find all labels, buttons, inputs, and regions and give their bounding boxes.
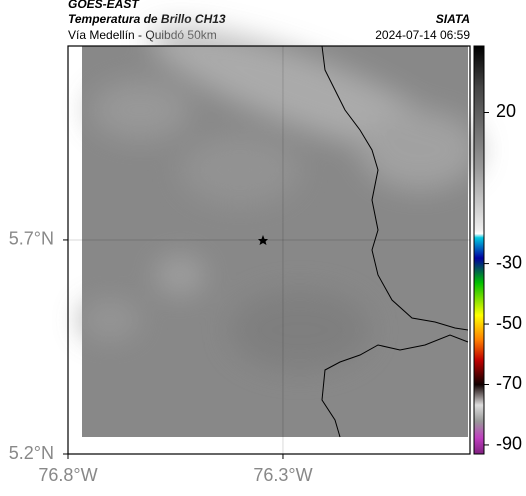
colorbar-tick-label: -30 [496,252,522,272]
colorbar-tick-label: -70 [496,373,522,393]
boundary [321,45,469,438]
colorbar-tick-label: 20 [496,101,516,121]
title: Temperatura de Brillo CH13 [68,12,226,26]
lon-tick-label: 76.8°W [38,465,97,485]
brand: SIATA [436,12,470,26]
lon-tick-label: 76.3°W [253,465,312,485]
colorbar-tick-label: -90 [496,434,522,454]
lat-tick-label: 5.7°N [9,229,54,249]
source: GOES-EAST [68,0,140,11]
map-frame [67,45,471,455]
location-marker [258,235,268,245]
timestamp: 2024-07-14 06:59 [375,28,470,42]
lat-tick-label: 5.2°N [9,443,54,463]
satellite-image [80,26,480,437]
colorbar [473,45,485,455]
colorbar-tick-label: -50 [496,313,522,333]
